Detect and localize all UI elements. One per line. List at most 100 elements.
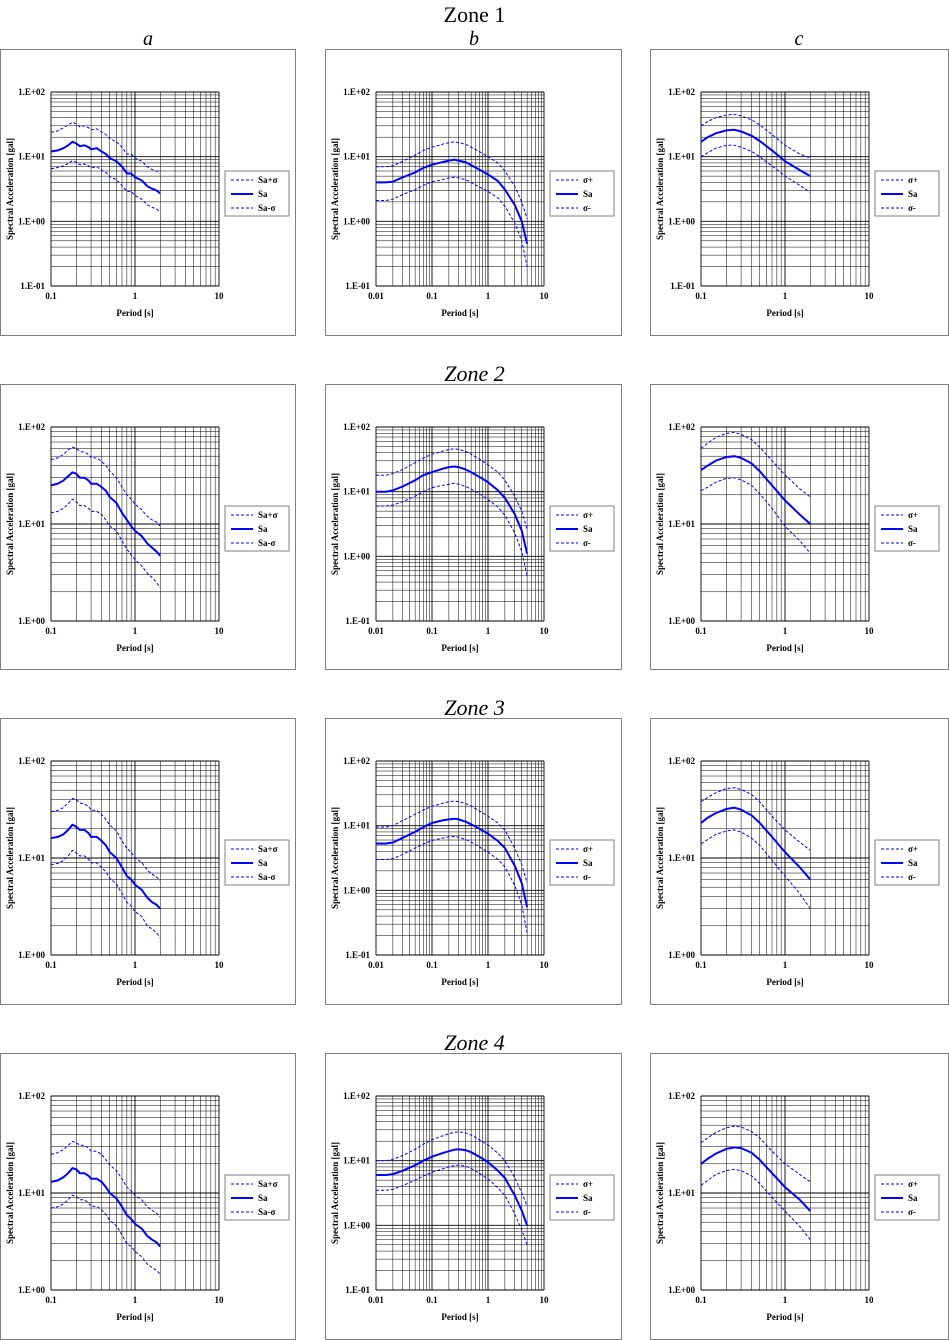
chart-panel-zone3-b: 1.E-01 1.E+00 1.E+01 1.E+02 0.01 0.1 1 10 Period… (325, 718, 622, 1005)
legend-label: Sa (583, 858, 593, 868)
series-line-band (50, 798, 161, 882)
y-tick-label: 1.E+01 (18, 519, 45, 529)
y-tick-label: 1.E+00 (668, 216, 695, 226)
x-tick-label: 1 (783, 1295, 788, 1305)
x-tick-label: 10 (865, 1295, 875, 1305)
series-line-mean (700, 128, 811, 177)
x-tick-label: 0.1 (45, 960, 57, 970)
x-tick-label: 1 (783, 626, 788, 636)
x-tick-label: 0.1 (426, 291, 438, 301)
legend-label: Sa (258, 858, 268, 868)
legend-label: σ+ (583, 844, 593, 854)
y-axis-label: Spectral Acceleration [gal] (655, 138, 665, 240)
x-axis-label: Period [s] (766, 977, 803, 987)
series-line-band (50, 1194, 161, 1275)
y-axis-label: Spectral Acceleration [gal] (5, 473, 15, 575)
series-line-band (50, 1140, 161, 1218)
chart-panel-zone3-c: 1.E+00 1.E+01 1.E+02 0.1 1 10 Period [s] Spectr… (650, 718, 949, 1005)
y-tick-label: 1.E-01 (345, 1285, 370, 1295)
series-line-band (50, 446, 161, 527)
grid-lines (375, 760, 545, 956)
legend-label: Sa (583, 524, 593, 534)
y-tick-label: 1.E+01 (668, 152, 695, 162)
legend-label: Sa+σ (258, 510, 278, 520)
series-line-band (700, 787, 811, 851)
x-tick-label: 0.1 (426, 1295, 438, 1305)
y-tick-label: 1.E+01 (668, 519, 695, 529)
legend-label: σ+ (583, 175, 593, 185)
y-tick-label: 1.E+01 (18, 1188, 45, 1198)
series-line-mean (50, 471, 162, 557)
series-line-band (50, 849, 161, 939)
x-tick-label: 10 (540, 1295, 550, 1305)
series-line-band (376, 835, 528, 933)
legend-label: σ+ (908, 844, 918, 854)
y-axis-label: Spectral Acceleration [gal] (5, 1142, 15, 1244)
legend: σ+ Sa σ- (874, 505, 940, 552)
y-tick-label: 1.E+00 (343, 1220, 370, 1230)
legend-label: Sa-σ (258, 872, 276, 882)
series-line-mean (376, 817, 529, 908)
y-tick-label: 1.E+01 (668, 1188, 695, 1198)
series-line-band (700, 431, 811, 498)
y-axis-label: Spectral Acceleration [gal] (655, 807, 665, 909)
chart-panel-zone2-b: 1.E-01 1.E+00 1.E+01 1.E+02 0.01 0.1 1 10 Period… (325, 384, 622, 670)
series-line-band (700, 829, 811, 909)
y-axis-label: Spectral Acceleration [gal] (330, 473, 340, 575)
y-axis-label: Spectral Acceleration [gal] (330, 807, 340, 909)
chart-svg-z1a: 1.E-01 1.E+00 1.E+01 1.E+02 0.1 1 10 Period [s]… (5, 87, 290, 318)
x-tick-label: 10 (215, 960, 225, 970)
legend-label: Sa (258, 1193, 268, 1203)
y-tick-label: 1.E+01 (18, 853, 45, 863)
column-label-c: c (794, 28, 804, 50)
x-axis-label: Period [s] (766, 308, 803, 318)
y-tick-label: 1.E+02 (343, 756, 370, 766)
x-tick-label: 0.1 (426, 960, 438, 970)
x-tick-label: 10 (865, 291, 875, 301)
grid-lines (375, 426, 545, 622)
series-line-band (376, 1164, 528, 1245)
y-tick-label: 1.E+02 (343, 422, 370, 432)
x-axis-label: Period [s] (116, 1312, 153, 1322)
series-line-band (50, 121, 161, 174)
legend: σ+ Sa σ- (549, 1174, 615, 1221)
y-tick-label: 1.E-01 (20, 281, 45, 291)
x-tick-label: 10 (215, 626, 225, 636)
legend-label: Sa-σ (258, 538, 276, 548)
x-tick-label: 0.1 (45, 1295, 57, 1305)
grid-lines (375, 91, 545, 287)
grid-lines (700, 91, 870, 287)
x-axis-label: Period [s] (441, 977, 478, 987)
legend-label: σ+ (583, 510, 593, 520)
x-tick-label: 1 (133, 626, 138, 636)
x-tick-label: 1 (783, 960, 788, 970)
chart-svg-z2a: 1.E+00 1.E+01 1.E+02 0.1 1 10 Period [s] Spectr… (5, 422, 290, 653)
chart-panel-zone4-b: 1.E-01 1.E+00 1.E+01 1.E+02 0.01 0.1 1 10 Period… (325, 1053, 622, 1340)
series-line-band (376, 141, 528, 219)
chart-svg-z3b: 1.E-01 1.E+00 1.E+01 1.E+02 0.01 0.1 1 10 Period… (330, 756, 615, 987)
y-tick-label: 1.E+00 (668, 616, 695, 626)
column-label-a: a (143, 28, 153, 50)
series-line-band (376, 800, 528, 884)
legend: σ+ Sa σ- (549, 505, 615, 552)
x-axis-label: Period [s] (116, 977, 153, 987)
y-tick-label: 1.E+02 (343, 1091, 370, 1101)
x-tick-label: 1 (133, 960, 138, 970)
x-tick-label: 0.1 (426, 626, 438, 636)
grid-lines (700, 426, 870, 622)
legend-label: Sa (258, 189, 268, 199)
series-line-band (700, 1168, 811, 1241)
legend-label: Sa+σ (258, 1179, 278, 1189)
chart-svg-z2b: 1.E-01 1.E+00 1.E+01 1.E+02 0.01 0.1 1 10 Period… (330, 422, 615, 653)
legend-label: σ+ (908, 1179, 918, 1189)
legend: σ+ Sa σ- (874, 170, 940, 217)
x-tick-label: 0.01 (368, 291, 384, 301)
legend-label: Sa-σ (258, 1207, 276, 1217)
y-tick-label: 1.E+02 (668, 87, 695, 97)
legend: Sa+σ Sa Sa-σ (224, 839, 290, 886)
zone-1-title: Zone 1 (443, 2, 506, 27)
chart-svg-z1b: 1.E-01 1.E+00 1.E+01 1.E+02 0.01 0.1 1 10 Period… (330, 87, 615, 318)
x-tick-label: 0.1 (695, 1295, 707, 1305)
chart-panel-zone4-a: 1.E+00 1.E+01 1.E+02 0.1 1 10 Period [s] Spectr… (0, 1053, 296, 1340)
grid-lines (50, 1095, 220, 1291)
